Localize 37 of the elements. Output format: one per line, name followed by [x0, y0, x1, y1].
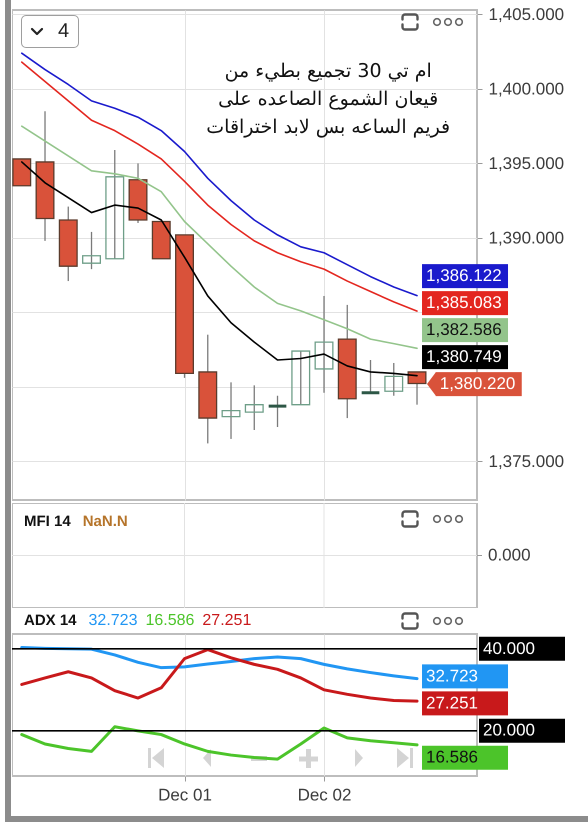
- data-label: 1,385.083: [426, 293, 502, 312]
- candlestick: [82, 231, 101, 270]
- text: 27.251: [202, 612, 252, 629]
- data-label: 27.251: [426, 693, 478, 712]
- candlestick: [314, 295, 334, 394]
- annotation: ام تي 30 تجميع بطيء من قيعان الشموع الصاعده على فريم الساعه بس لابد اختراقات: [206, 60, 450, 138]
- x-tick-label: Dec 02: [298, 786, 352, 804]
- candlestick: [105, 149, 124, 260]
- text: NaN.N: [82, 513, 128, 530]
- data-label: 1,382.586: [426, 320, 502, 340]
- text: 1,380.220: [440, 374, 516, 394]
- y-tick-label: 1,375.000: [488, 452, 564, 471]
- y-tick-label: 1,400.000: [488, 79, 564, 98]
- candlestick: [244, 384, 264, 431]
- text: 32.723: [88, 612, 138, 629]
- candlestick: [222, 382, 240, 440]
- candlestick: [384, 362, 404, 396]
- text: MFI 14: [24, 513, 71, 530]
- text: 0.000: [488, 546, 531, 564]
- data-label: 32.723: [426, 666, 478, 686]
- ref-line-label: 20.000: [483, 720, 535, 740]
- y-tick-label: 1,405.000: [488, 4, 564, 24]
- data-label: 16.586: [426, 748, 478, 767]
- annotation: 4: [58, 19, 70, 43]
- candlestick: [408, 371, 426, 406]
- y-tick-label: 1,390.000: [488, 228, 564, 248]
- data-label: 1,386.122: [426, 266, 502, 286]
- y-tick-label: 1,395.000: [488, 154, 564, 173]
- x-tick-label: Dec 01: [158, 786, 212, 804]
- dropdown: 4: [21, 15, 79, 48]
- candlestick: [360, 359, 381, 394]
- ref-line-label: 40.000: [483, 638, 535, 658]
- data-label: 1,380.749: [426, 347, 502, 366]
- chart-title: ADX 14: [24, 612, 77, 629]
- candlestick: [267, 395, 288, 428]
- text: 16.586: [145, 612, 194, 629]
- candlestick: [291, 350, 310, 406]
